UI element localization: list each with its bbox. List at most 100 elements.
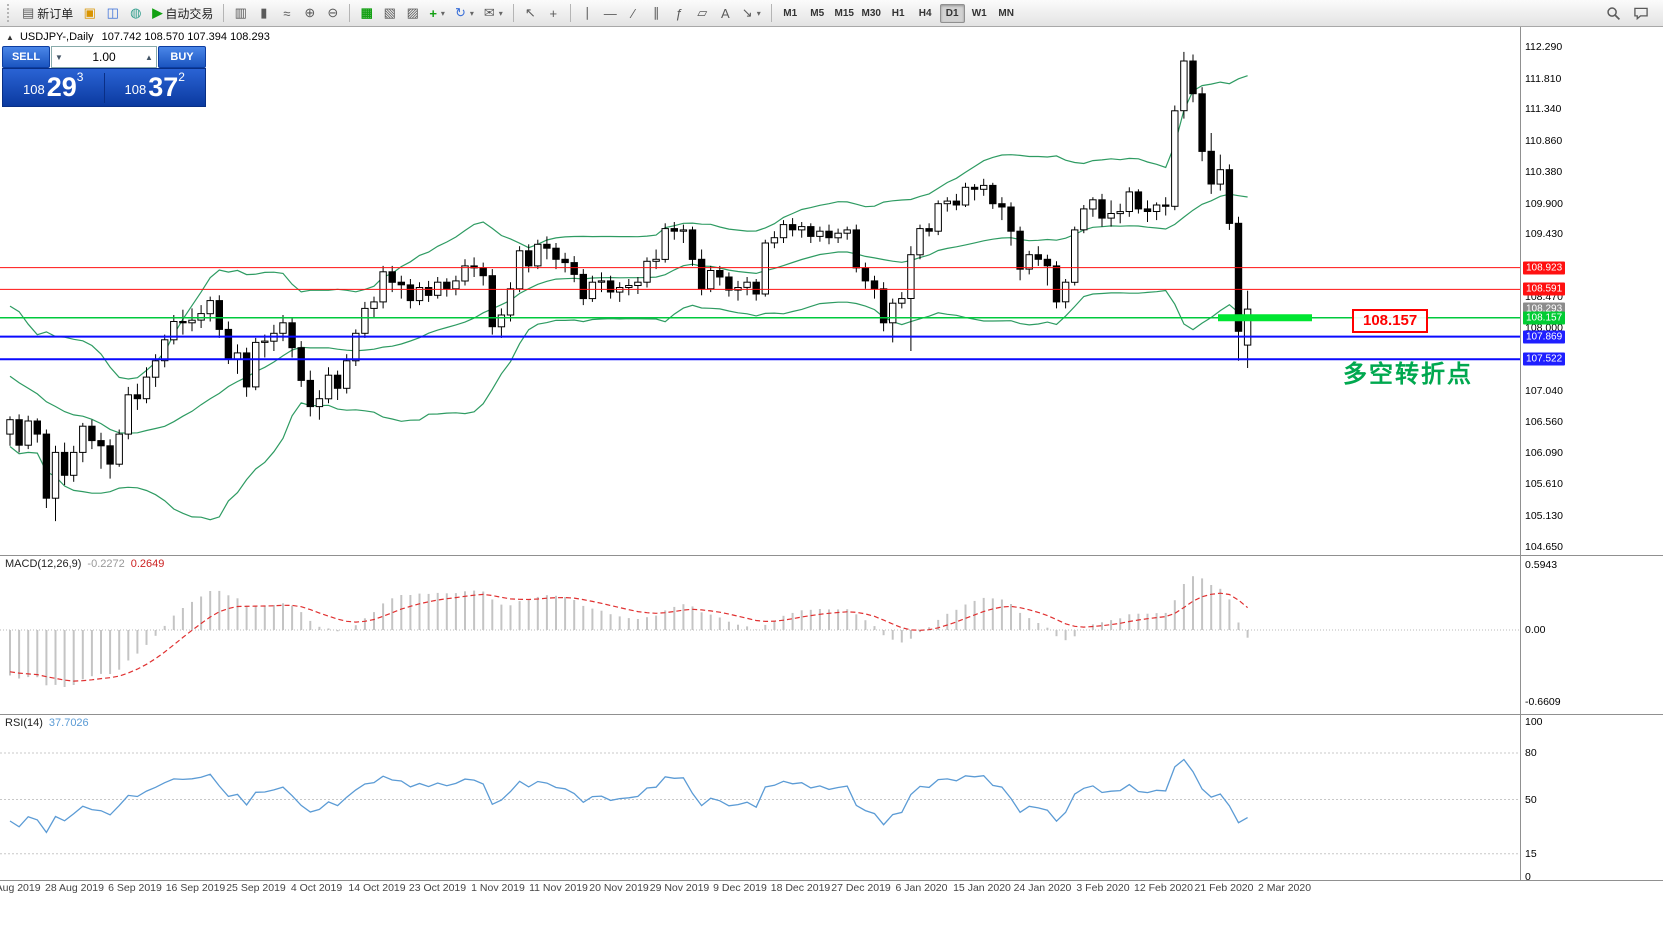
bar-chart-icon: ▥ xyxy=(234,5,247,20)
new-order-button[interactable]: ▤ 新订单 xyxy=(18,3,77,24)
pane-separator[interactable] xyxy=(0,714,1663,715)
date-label: 27 Dec 2019 xyxy=(831,882,891,894)
price-chart-canvas[interactable] xyxy=(0,27,1520,555)
template-button[interactable]: ✉ ▾ xyxy=(480,3,507,24)
price-tick: 110.380 xyxy=(1525,166,1563,179)
add-indicator-icon: + xyxy=(429,5,437,21)
channel-tool-button[interactable]: ∥ xyxy=(646,3,667,24)
zoom-out-icon: ⊖ xyxy=(327,5,339,20)
zoom-out-button[interactable]: ⊖ xyxy=(322,3,343,24)
pane-separator[interactable] xyxy=(0,555,1663,556)
price-tick: 106.090 xyxy=(1525,447,1563,460)
candle-chart-type-button[interactable]: ▮ xyxy=(253,3,274,24)
rsi-tick: 15 xyxy=(1525,847,1537,860)
crosshair-icon: + xyxy=(549,5,558,21)
refresh-icon: ↻ xyxy=(454,5,466,20)
price-tag: 108.591 xyxy=(1523,282,1566,296)
horizontal-line-tool-button[interactable]: ― xyxy=(600,3,621,24)
date-label: 6 Sep 2019 xyxy=(108,882,162,894)
arrows-icon: ↘ xyxy=(741,5,753,20)
one-click-collapse-icon[interactable]: ▲ xyxy=(6,33,14,42)
search-button[interactable] xyxy=(1602,3,1625,24)
line-chart-type-button[interactable]: ≈ xyxy=(276,3,297,24)
timeframe-h4-button[interactable]: H4 xyxy=(913,4,938,23)
cascade-windows-button[interactable]: ▧ xyxy=(379,3,400,24)
macd-indicator-canvas[interactable] xyxy=(0,556,1520,714)
profile-icon: ▨ xyxy=(406,5,419,20)
fibonacci-tool-button[interactable]: ƒ xyxy=(669,3,690,24)
cursor-tool-button[interactable]: ↖ xyxy=(520,3,541,24)
timeframe-mn-button[interactable]: MN xyxy=(994,4,1019,23)
date-label: 29 Nov 2019 xyxy=(649,882,710,894)
profile-button[interactable]: ▨ xyxy=(402,3,423,24)
crosshair-tool-button[interactable]: + xyxy=(543,3,564,24)
date-label: 16 Sep 2019 xyxy=(165,882,226,894)
arrows-tool-button[interactable]: ↘ ▾ xyxy=(738,3,765,24)
shapes-icon: ▱ xyxy=(697,5,708,20)
symbol-ohlc: 107.742 108.570 107.394 108.293 xyxy=(101,31,270,43)
date-label: 25 Sep 2019 xyxy=(226,882,286,894)
symbol-name: USDJPY-,Daily xyxy=(19,31,94,43)
price-scale[interactable]: 112.290 111.810 111.340 110.860 110.380 109.9… xyxy=(1521,0,1663,900)
chat-button[interactable] xyxy=(1629,3,1653,24)
charts-icon: ◫ xyxy=(106,5,119,20)
bollinger-bands xyxy=(9,75,1248,521)
one-click-trading-panel: SELL ▼ ▲ BUY 108 29 3 108 37 2 xyxy=(2,46,206,107)
date-label: 4 Oct 2019 xyxy=(290,882,343,894)
price-tag: 108.923 xyxy=(1523,261,1566,275)
volume-input[interactable] xyxy=(66,49,142,65)
zoom-in-button[interactable]: ⊕ xyxy=(299,3,320,24)
timeframe-h1-button[interactable]: H1 xyxy=(886,4,911,23)
add-indicator-button[interactable]: + ▾ xyxy=(425,3,449,24)
date-label: 2 Mar 2020 xyxy=(1257,882,1312,894)
price-tick: 111.340 xyxy=(1525,103,1562,116)
autotrade-play-icon: ▶ xyxy=(152,5,163,20)
timeframe-m5-button[interactable]: M5 xyxy=(805,4,830,23)
main-toolbar: ▤ 新订单 ▣ ◫ ◍ ▶ 自动交易 ▥ ▮ ≈ ⊕ ⊖ ▦ ▧ ▨ + ▾ ↻… xyxy=(0,0,1663,27)
timeframe-w1-button[interactable]: W1 xyxy=(967,4,992,23)
bar-chart-type-button[interactable]: ▥ xyxy=(230,3,251,24)
macd-tick: -0.6609 xyxy=(1525,696,1561,709)
new-order-icon: ▤ xyxy=(22,5,35,20)
charts-button[interactable]: ◫ xyxy=(102,3,123,24)
price-label-box[interactable]: 108.157 xyxy=(1352,309,1429,333)
community-button[interactable]: ◍ xyxy=(125,3,146,24)
timeframe-m15-button[interactable]: M15 xyxy=(832,4,857,23)
chat-bubble-icon xyxy=(1634,7,1648,20)
trendline-tool-button[interactable]: ∕ xyxy=(623,3,644,24)
market-button[interactable]: ▣ xyxy=(79,3,100,24)
candlestick-icon: ▮ xyxy=(260,5,268,20)
line-chart-icon: ≈ xyxy=(283,5,291,21)
volume-decrease-icon[interactable]: ▼ xyxy=(55,52,63,62)
timeframe-m1-button[interactable]: M1 xyxy=(778,4,803,23)
date-label: 3 Feb 2020 xyxy=(1076,882,1130,894)
turning-point-annotation[interactable]: 多空转折点 xyxy=(1343,361,1473,388)
autoscroll-button[interactable]: ↻ ▾ xyxy=(451,3,478,24)
text-tool-button[interactable]: A xyxy=(715,3,736,24)
macd-signal-line xyxy=(9,592,1248,682)
date-label: 23 Oct 2019 xyxy=(408,882,467,894)
volume-increase-icon[interactable]: ▲ xyxy=(145,52,153,62)
rsi-label: RSI(14) 37.7026 xyxy=(5,717,89,729)
macd-tick: 0.00 xyxy=(1525,624,1546,636)
autotrade-button[interactable]: ▶ 自动交易 xyxy=(148,3,217,24)
tile-windows-button[interactable]: ▦ xyxy=(356,3,377,24)
rsi-tick: 50 xyxy=(1525,793,1537,806)
vertical-line-tool-button[interactable]: ∣ xyxy=(577,3,598,24)
price-tick: 105.130 xyxy=(1525,509,1563,522)
price-tick: 109.900 xyxy=(1525,197,1563,210)
date-label: 18 Dec 2019 xyxy=(770,882,831,894)
buy-button[interactable]: BUY xyxy=(158,46,206,68)
date-label: 9 Aug 2019 xyxy=(0,882,41,894)
sell-button[interactable]: SELL xyxy=(2,46,50,68)
price-tick: 112.290 xyxy=(1525,41,1563,54)
timeframe-m30-button[interactable]: M30 xyxy=(859,4,884,23)
toolbar-separator xyxy=(569,4,571,22)
rsi-indicator-canvas[interactable] xyxy=(0,715,1520,879)
timeframe-d1-button[interactable]: D1 xyxy=(939,3,965,23)
date-label: 11 Nov 2019 xyxy=(529,882,588,894)
trendline-icon: ∕ xyxy=(632,5,635,21)
shapes-tool-button[interactable]: ▱ xyxy=(692,3,713,24)
